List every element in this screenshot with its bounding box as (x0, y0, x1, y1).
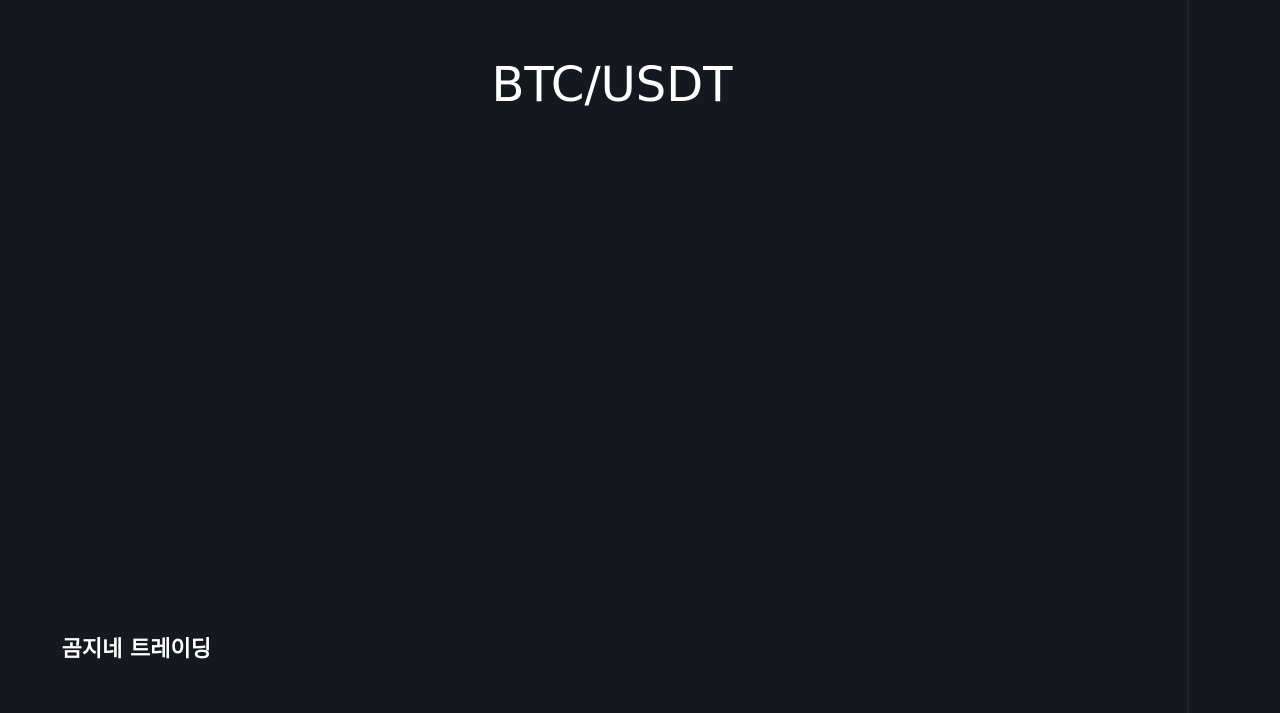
chart-title: BTC/USDT (491, 57, 733, 113)
watermark: 곰지네 트레이딩 (62, 637, 211, 662)
